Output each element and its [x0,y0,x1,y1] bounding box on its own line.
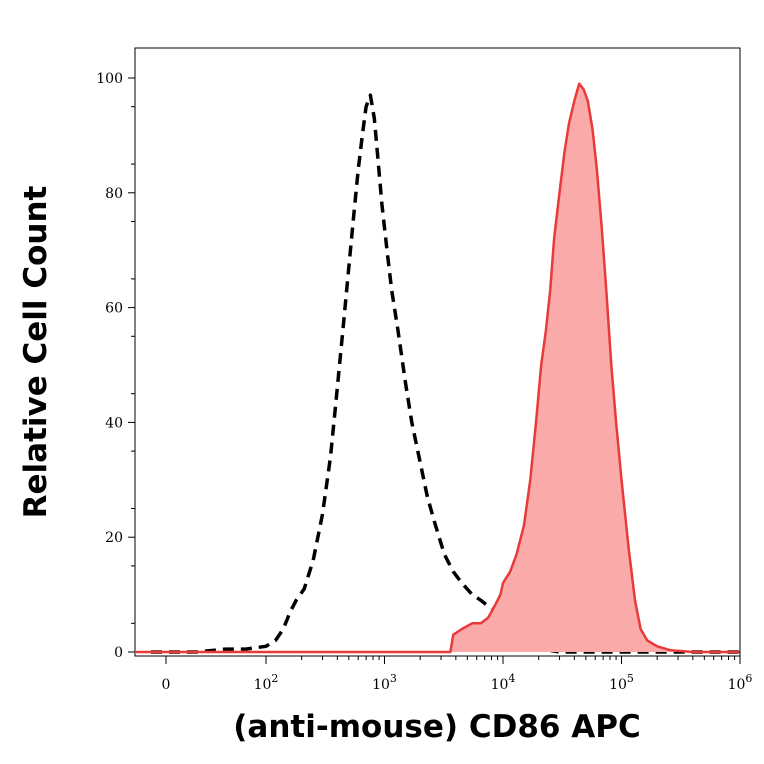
x-axis-title: (anti-mouse) CD86 APC [233,709,640,745]
y-tick-label: 100 [96,71,123,87]
y-tick-label: 80 [105,186,123,202]
x-tick-label: 0 [162,677,171,693]
stained-sample-outline [136,82,740,654]
y-axis-title: Relative Cell Count [18,185,54,518]
y-tick-label: 0 [114,645,123,661]
y-tick-label: 40 [105,415,123,431]
stained-sample-area [136,83,740,652]
plot-frame [134,47,741,657]
y-tick-label: 60 [105,301,123,317]
isotype-control-line [151,93,740,654]
y-tick-label: 20 [105,530,123,546]
series-layer [136,82,740,654]
